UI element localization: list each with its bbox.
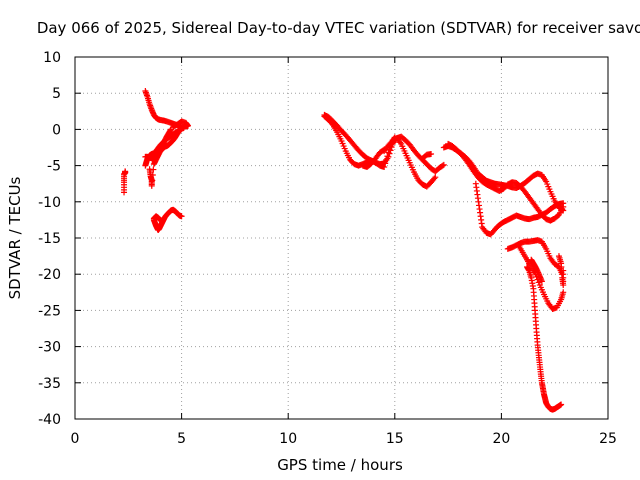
data-point: [440, 161, 447, 168]
series-arc-17-23h-b: [445, 140, 567, 224]
plot-frame: [74, 56, 609, 420]
data-point: [381, 164, 388, 171]
series-arc-3-6h-f: [150, 213, 164, 223]
series-early-isolated: [121, 168, 129, 196]
data-point: [560, 200, 567, 207]
x-tick-label: 10: [279, 431, 297, 447]
data-point: [149, 172, 156, 179]
y-tick-labels: 10 5 0 -5 -10 -15 -20 -25 -30 -35 -40: [38, 50, 61, 428]
data-point: [560, 267, 567, 274]
y-tick-label: -10: [38, 195, 61, 211]
data-point: [384, 153, 391, 160]
series-arc-12-17h-d: [381, 134, 398, 155]
data-point: [382, 160, 389, 167]
series-arc-12-17h-c: [359, 146, 388, 171]
data-point: [391, 134, 398, 141]
y-tick-label: -35: [38, 376, 61, 392]
y-tick-label: 10: [43, 50, 61, 66]
data-point: [157, 216, 164, 223]
data-point: [558, 401, 565, 408]
x-tick-label: 20: [492, 431, 510, 447]
data-point: [148, 182, 155, 189]
x-tick-label: 25: [599, 431, 617, 447]
series-arc-17-23h-f: [555, 253, 567, 289]
x-tick-label: 15: [386, 431, 404, 447]
x-axis-label: GPS time / hours: [277, 456, 403, 474]
data-point: [122, 168, 129, 175]
chart-title: Day 066 of 2025, Sidereal Day-to-day VTE…: [37, 19, 640, 37]
series-arc-3-6h-e: [150, 206, 185, 234]
data-point: [383, 156, 390, 163]
data-point: [560, 289, 567, 296]
y-tick-label: 0: [52, 122, 61, 138]
y-axis-label: SDTVAR / TECUs: [6, 176, 24, 299]
y-tick-label: -25: [38, 303, 61, 319]
data-point: [428, 151, 435, 158]
data-point: [171, 123, 178, 130]
data-point: [439, 162, 446, 169]
data-point: [178, 213, 185, 220]
y-tick-label: -5: [47, 159, 61, 175]
data-point: [150, 166, 157, 173]
data-point: [180, 124, 187, 131]
data-point: [149, 177, 156, 184]
grid: [75, 57, 608, 419]
y-tick-label: -15: [38, 231, 61, 247]
x-tick-label: 5: [177, 431, 186, 447]
x-tick-label: 0: [71, 431, 80, 447]
series-late-short: [528, 256, 545, 285]
y-tick-label: -30: [38, 340, 61, 356]
data-point: [385, 149, 392, 156]
data-point: [432, 174, 439, 181]
data-point: [431, 175, 438, 182]
y-tick-label: 5: [52, 86, 61, 102]
x-tick-labels: 0 5 10 15 20 25: [71, 431, 617, 447]
data-points: [121, 88, 567, 413]
series-arc-12-17h-b: [321, 113, 439, 190]
data-point: [538, 278, 545, 285]
axis-ticks: [74, 56, 609, 420]
series-arc-12-17h-e: [419, 151, 435, 162]
series-arc-3-6h-d: [146, 126, 174, 189]
y-tick-label: -40: [38, 412, 61, 428]
data-point: [167, 126, 174, 133]
data-point: [328, 120, 335, 127]
series-arc-17-23h-c: [472, 180, 567, 238]
series-steep-drop: [523, 263, 565, 413]
y-tick-label: -20: [38, 267, 61, 283]
